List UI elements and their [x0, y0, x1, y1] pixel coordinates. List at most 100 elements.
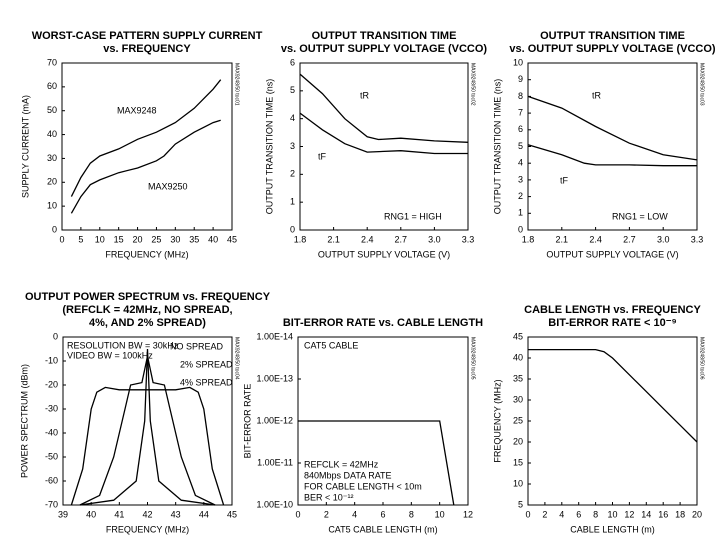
chart-title: vs. FREQUENCY	[103, 43, 191, 55]
y-tick-label: 30	[47, 153, 57, 163]
y-tick-label: 0	[518, 224, 523, 234]
y-tick-label: 2	[518, 191, 523, 201]
y-tick-label: 3	[290, 141, 295, 151]
series-label: NO SPREAD	[170, 341, 224, 351]
y-tick-label: 0	[52, 224, 57, 234]
y-tick-label: 20	[47, 177, 57, 187]
x-tick-label: 40	[86, 509, 96, 519]
x-tick-label: 30	[170, 234, 180, 244]
chart-title: OUTPUT TRANSITION TIME	[540, 30, 685, 42]
x-tick-label: 0	[525, 509, 530, 519]
x-tick-label: 6	[380, 509, 385, 519]
figure-id: MAX9248/50 toc01	[234, 63, 240, 106]
x-tick-label: 3.0	[657, 234, 670, 244]
y-tick-label: 1	[290, 197, 295, 207]
chart-title: OUTPUT POWER SPECTRUM vs. FREQUENCY	[25, 291, 271, 303]
chart-title: WORST-CASE PATTERN SUPPLY CURRENT	[32, 30, 263, 42]
series-line	[79, 348, 216, 506]
y-tick-label: 9	[518, 74, 523, 84]
series-line	[70, 79, 222, 197]
series-label: 2% SPREAD	[180, 359, 233, 369]
y-tick-label: 3	[518, 174, 523, 184]
y-tick-label: 60	[47, 81, 57, 91]
y-tick-label: 1.00E-12	[256, 415, 293, 425]
figure-id: MAX9248/50 toc05	[470, 337, 476, 380]
x-tick-label: 8	[409, 509, 414, 519]
x-tick-label: 18	[675, 509, 685, 519]
chart-title: CABLE LENGTH vs. FREQUENCY	[524, 304, 701, 316]
x-tick-label: 2.1	[327, 234, 340, 244]
y-tick-label: 10	[513, 478, 523, 488]
series-line	[70, 119, 221, 214]
x-tick-label: 14	[641, 509, 651, 519]
annotation: RNG1 = LOW	[612, 211, 668, 221]
y-tick-label: 25	[513, 415, 523, 425]
x-tick-label: 3.3	[691, 234, 704, 244]
series-line	[70, 386, 225, 506]
series-line	[528, 348, 698, 443]
series-line	[299, 112, 468, 155]
y-tick-label: -50	[45, 451, 58, 461]
x-axis-label: OUTPUT SUPPLY VOLTAGE (V)	[318, 249, 450, 259]
y-tick-label: -60	[45, 475, 58, 485]
series-line	[299, 73, 469, 143]
x-axis-label: CAT5 CABLE LENGTH (m)	[328, 524, 437, 534]
x-tick-label: 25	[151, 234, 161, 244]
y-axis-label: SUPPLY CURRENT (mA)	[20, 95, 30, 198]
y-tick-label: 40	[513, 352, 523, 362]
annotation: VIDEO BW = 100kHz	[67, 350, 153, 360]
x-tick-label: 10	[435, 509, 445, 519]
x-tick-label: 0	[59, 234, 64, 244]
chart-title: BIT-ERROR RATE vs. CABLE LENGTH	[283, 317, 483, 329]
x-tick-label: 2	[324, 509, 329, 519]
x-tick-label: 4	[352, 509, 357, 519]
x-tick-label: 2.4	[361, 234, 374, 244]
x-tick-label: 41	[114, 509, 124, 519]
y-tick-label: 10	[513, 57, 523, 67]
series-line	[527, 144, 697, 167]
x-tick-label: 12	[624, 509, 634, 519]
y-tick-label: 6	[290, 57, 295, 67]
x-tick-label: 1.8	[522, 234, 535, 244]
x-tick-label: 35	[189, 234, 199, 244]
y-tick-label: 4	[518, 158, 523, 168]
x-tick-label: 15	[114, 234, 124, 244]
x-tick-label: 40	[208, 234, 218, 244]
chart-title: BIT-ERROR RATE < 10⁻⁹	[548, 317, 676, 329]
x-tick-label: 45	[227, 234, 237, 244]
x-tick-label: 6	[576, 509, 581, 519]
x-tick-label: 45	[227, 509, 237, 519]
y-tick-label: 15	[513, 457, 523, 467]
x-tick-label: 10	[607, 509, 617, 519]
y-tick-label: 45	[513, 331, 523, 341]
series-label: tR	[360, 90, 370, 100]
y-axis-label: OUTPUT TRANSITION TIME (ns)	[264, 79, 274, 215]
y-tick-label: 2	[290, 169, 295, 179]
annotation: CAT5 CABLE	[304, 340, 358, 350]
plot-frame	[299, 62, 469, 231]
x-axis-label: OUTPUT SUPPLY VOLTAGE (V)	[546, 249, 678, 259]
x-axis-label: FREQUENCY (MHz)	[105, 249, 188, 259]
x-tick-label: 39	[58, 509, 68, 519]
x-tick-label: 2.1	[556, 234, 569, 244]
x-tick-label: 42	[142, 509, 152, 519]
x-tick-label: 43	[171, 509, 181, 519]
x-tick-label: 3.0	[428, 234, 441, 244]
series-label: tF	[560, 175, 569, 185]
x-tick-label: 12	[463, 509, 473, 519]
annotation: FOR CABLE LENGTH < 10m	[304, 481, 422, 491]
annotation: BER < 10⁻¹²	[304, 492, 354, 502]
y-tick-label: 6	[518, 124, 523, 134]
annotation: RNG1 = HIGH	[384, 211, 442, 221]
annotation: RESOLUTION BW = 30kHz	[67, 340, 179, 350]
y-tick-label: 1.00E-10	[256, 499, 293, 509]
x-tick-label: 8	[593, 509, 598, 519]
x-tick-label: 2.4	[589, 234, 602, 244]
x-axis-label: FREQUENCY (MHz)	[106, 524, 189, 534]
y-tick-label: 70	[47, 57, 57, 67]
series-line	[79, 356, 216, 506]
plot-frame	[527, 62, 698, 231]
x-tick-label: 2.7	[395, 234, 408, 244]
series-label: MAX9250	[148, 181, 188, 191]
